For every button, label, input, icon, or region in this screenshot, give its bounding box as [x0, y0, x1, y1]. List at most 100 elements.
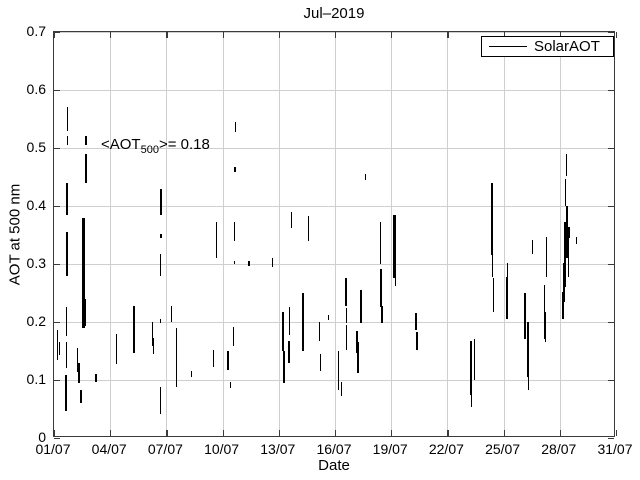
data-segment [65, 232, 68, 276]
data-segment [65, 306, 68, 337]
x-tick-label: 28/07 [541, 441, 577, 457]
data-segment [66, 182, 68, 216]
y-tick-label: 0.7 [26, 23, 46, 39]
y-tick-mark-right [608, 380, 614, 382]
x-tick-mark [222, 430, 224, 436]
data-segment [357, 341, 359, 374]
y-tick-label: 0 [38, 429, 46, 445]
data-segment [152, 338, 154, 354]
x-tick-mark-top [335, 32, 337, 38]
data-segment [470, 340, 472, 396]
gridline-horizontal [54, 380, 614, 381]
x-tick-mark [335, 430, 337, 436]
data-segment [283, 351, 285, 384]
data-segment [234, 121, 237, 132]
data-segment [566, 206, 569, 259]
data-segment [82, 217, 85, 328]
data-segment [290, 211, 293, 229]
data-segment [133, 305, 136, 353]
data-segment [575, 237, 577, 245]
data-segment [95, 374, 97, 383]
data-segment [85, 153, 87, 183]
data-segment [248, 261, 250, 266]
data-segment [364, 173, 367, 181]
x-tick-mark [559, 430, 561, 436]
y-tick-mark [54, 90, 60, 92]
y-tick-mark-right [608, 264, 614, 266]
data-segment [160, 233, 162, 238]
x-tick-mark-top [166, 32, 168, 38]
data-segment [379, 222, 382, 264]
gridline-vertical [559, 32, 561, 436]
data-segment [301, 293, 304, 351]
gridline-vertical [447, 32, 449, 436]
legend-label: SolarAOT [534, 38, 600, 55]
x-tick-label: 16/07 [316, 441, 352, 457]
x-tick-mark-top [447, 32, 449, 38]
data-segment [337, 351, 340, 391]
data-segment [160, 188, 162, 216]
legend-line-sample [489, 45, 527, 48]
data-segment [543, 284, 546, 340]
data-segment [394, 264, 396, 287]
data-segment [318, 322, 321, 341]
data-segment [492, 277, 495, 312]
data-segment [346, 325, 348, 350]
x-tick-mark-top [503, 32, 505, 38]
x-tick-mark [447, 430, 449, 436]
gridline-vertical [503, 32, 505, 436]
y-tick-label: 0.3 [26, 255, 46, 271]
x-tick-label: 07/07 [147, 441, 183, 457]
data-segment [470, 394, 473, 407]
data-segment [360, 290, 362, 324]
gridline-vertical [278, 32, 280, 436]
data-segment [232, 326, 235, 347]
data-segment [568, 226, 570, 239]
x-tick-mark-top [559, 32, 561, 38]
data-segment [506, 276, 508, 320]
data-segment [565, 153, 568, 176]
data-segment [545, 311, 547, 342]
y-tick-label: 0.6 [26, 81, 46, 97]
data-segment [271, 258, 273, 268]
data-segment [65, 342, 68, 369]
data-segment [282, 311, 284, 351]
annotation-prefix: <AOT [101, 136, 141, 153]
gridline-vertical [110, 32, 112, 436]
x-tick-label: 19/07 [372, 441, 408, 457]
data-segment [567, 235, 569, 277]
data-segment [563, 222, 567, 288]
data-segment [380, 277, 382, 307]
y-tick-mark-right [608, 438, 614, 440]
gridline-vertical [166, 32, 168, 436]
data-segment [78, 362, 80, 383]
x-tick-mark-top [278, 32, 280, 38]
data-segment [190, 371, 193, 377]
data-segment [491, 182, 493, 256]
y-tick-mark [54, 322, 60, 324]
data-segment [393, 214, 396, 279]
x-tick-label: 22/07 [428, 441, 464, 457]
plot-area: <AOT500>= 0.18 SolarAOT [53, 31, 618, 440]
data-segment [66, 107, 68, 131]
y-tick-mark [54, 32, 60, 34]
gridline-horizontal [54, 90, 614, 91]
gridline-horizontal [54, 264, 614, 265]
y-axis-label: AOT at 500 nm [6, 183, 24, 286]
legend[interactable]: SolarAOT [481, 36, 614, 57]
y-tick-mark [54, 264, 60, 266]
data-segment [340, 382, 343, 397]
gridline-horizontal [54, 148, 614, 149]
y-tick-mark-right [608, 322, 614, 324]
data-segment [524, 293, 526, 340]
x-tick-label: 13/07 [260, 441, 296, 457]
data-segment [58, 342, 61, 356]
data-segment [229, 381, 232, 389]
annotation-suffix: >= 0.18 [158, 136, 210, 153]
data-segment [234, 166, 236, 173]
gridline-horizontal [54, 206, 614, 207]
data-segment [307, 216, 310, 241]
data-segment [66, 136, 68, 146]
data-segment [215, 222, 218, 259]
data-segment [159, 386, 162, 414]
